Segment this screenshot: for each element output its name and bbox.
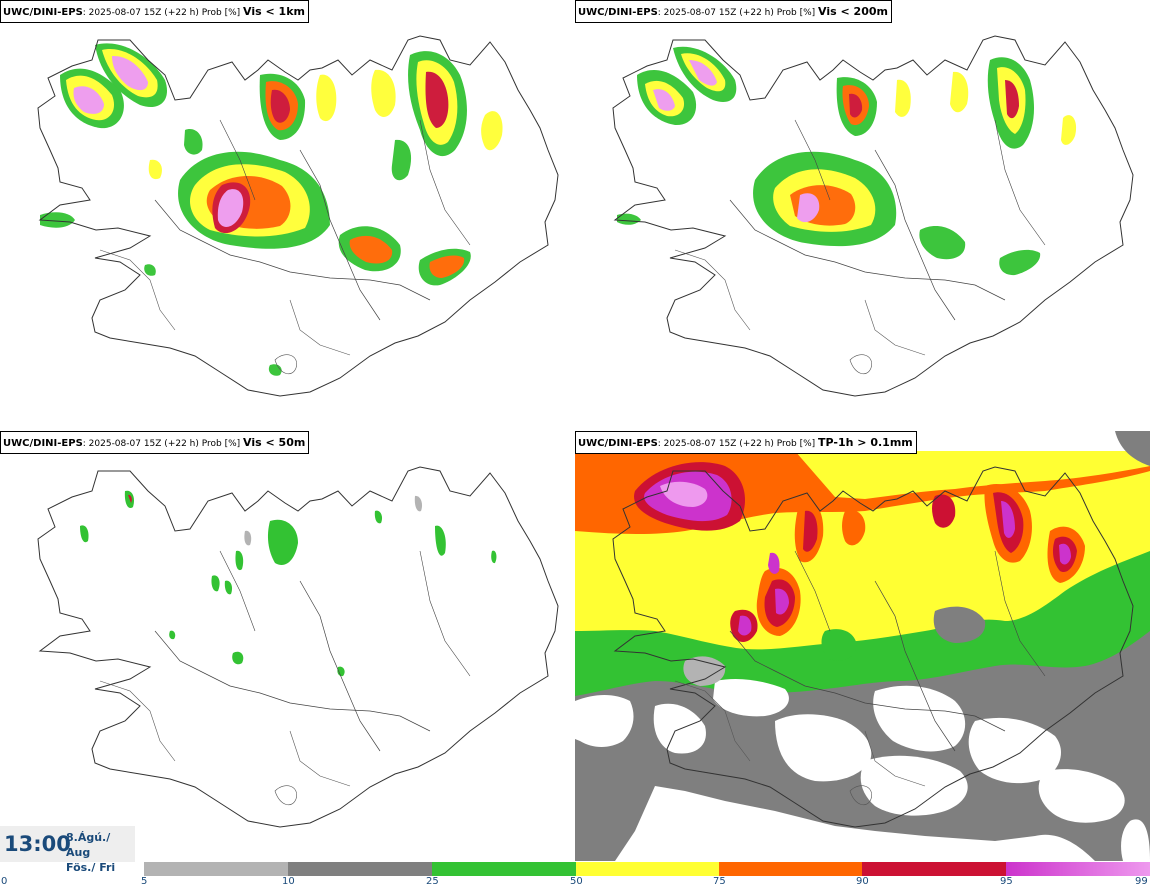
panel-title: UWC/DINI-EPS: 2025-08-07 15Z (+22 h) Pro…: [575, 431, 917, 454]
colorbar-tick: 10: [282, 876, 295, 887]
probability-map: [575, 431, 1150, 861]
colorbar-tick: 0: [1, 876, 8, 887]
colorbar-tick: 90: [856, 876, 869, 887]
colorbar-segment: [432, 862, 576, 876]
run-meta: : 2025-08-07 15Z (+22 h) Prob [%]: [82, 8, 244, 18]
colorbar-tick: 99: [1135, 876, 1148, 887]
valid-date-line1: 8.Ágú./ Aug: [66, 831, 111, 859]
variable-label: Vis < 50m: [243, 436, 306, 449]
colorbar-segment: [288, 862, 432, 876]
prob-fill: [575, 431, 1150, 861]
run-meta: : 2025-08-07 15Z (+22 h) Prob [%]: [657, 439, 819, 449]
probability-map: [37, 35, 559, 397]
map-panel-tp-1h: UWC/DINI-EPS: 2025-08-07 15Z (+22 h) Pro…: [575, 431, 1150, 861]
probability-map: [612, 35, 1134, 397]
panel-title: UWC/DINI-EPS: 2025-08-07 15Z (+22 h) Pro…: [0, 0, 309, 23]
colorbar-tick: 5: [141, 876, 148, 887]
valid-time-box: 13:00 8.Ágú./ Aug Fös./ Fri: [0, 826, 135, 874]
panel-title: UWC/DINI-EPS: 2025-08-07 15Z (+22 h) Pro…: [0, 431, 310, 454]
variable-label: Vis < 1km: [243, 5, 305, 18]
colorbar-tick: 95: [1000, 876, 1013, 887]
colorbar-tick: 25: [426, 876, 439, 887]
prob-fill: [40, 43, 503, 376]
map-panel-vis-200m: UWC/DINI-EPS: 2025-08-07 15Z (+22 h) Pro…: [575, 0, 1150, 430]
prob-fill: [80, 490, 497, 677]
colorbar-segment: [144, 862, 288, 876]
map-panel-vis-1km: UWC/DINI-EPS: 2025-08-07 15Z (+22 h) Pro…: [0, 0, 575, 430]
model-source: UWC/DINI-EPS: [3, 438, 83, 449]
colorbar-tick: 50: [570, 876, 583, 887]
prob-fill: [617, 46, 1077, 276]
model-source: UWC/DINI-EPS: [578, 7, 658, 18]
colorbar-segment: [719, 862, 862, 876]
variable-label: Vis < 200m: [818, 5, 888, 18]
probability-map: [37, 466, 559, 828]
variable-label: TP-1h > 0.1mm: [818, 436, 913, 449]
colorbar-segment: [1006, 862, 1150, 876]
model-source: UWC/DINI-EPS: [578, 438, 658, 449]
valid-time: 13:00: [4, 832, 71, 856]
model-source: UWC/DINI-EPS: [3, 7, 83, 18]
colorbar-tick: 75: [713, 876, 726, 887]
colorbar-segment: [576, 862, 719, 876]
run-meta: : 2025-08-07 15Z (+22 h) Prob [%]: [657, 8, 819, 18]
run-meta: : 2025-08-07 15Z (+22 h) Prob [%]: [82, 439, 244, 449]
probability-colorbar: 0 5 10 25 50 75 90 95 99: [0, 862, 1150, 891]
valid-date-line2: Fös./ Fri: [66, 861, 116, 874]
colorbar-segment: [0, 862, 144, 876]
colorbar-segment: [862, 862, 1006, 876]
map-panel-vis-50m: UWC/DINI-EPS: 2025-08-07 15Z (+22 h) Pro…: [0, 431, 575, 861]
valid-date: 8.Ágú./ Aug Fös./ Fri: [66, 830, 135, 875]
panel-title: UWC/DINI-EPS: 2025-08-07 15Z (+22 h) Pro…: [575, 0, 892, 23]
